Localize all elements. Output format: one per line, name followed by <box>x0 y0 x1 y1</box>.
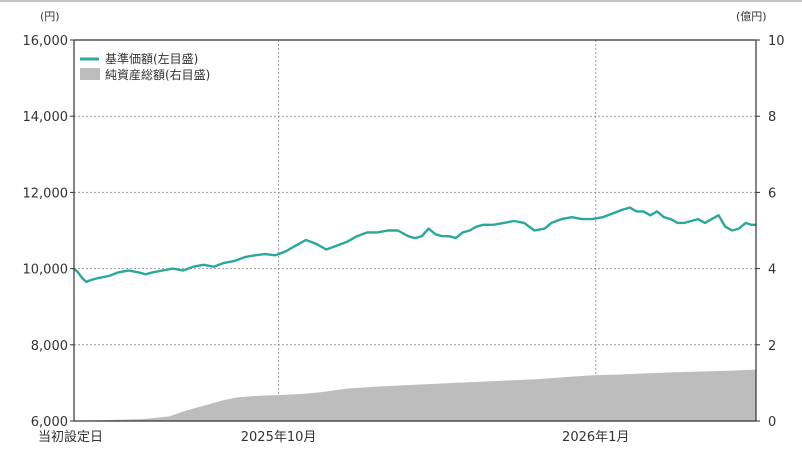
line-layer <box>73 206 756 284</box>
y-right-tick-label: 2 <box>768 339 776 354</box>
legend-swatch-area <box>80 68 100 80</box>
y-right-tick-label: 8 <box>768 110 776 125</box>
y-left-unit: (円) <box>40 10 60 23</box>
y-right-tick-label: 10 <box>768 34 785 49</box>
x-tick-label: 2026年1月 <box>562 430 629 445</box>
y-left-tick-label: 6,000 <box>31 415 68 430</box>
y-left-tick-label: 8,000 <box>31 339 68 354</box>
legend-label-assets: 純資産総額(右目盛) <box>105 67 210 82</box>
legend-layer: 基準価額(左目盛)純資産総額(右目盛) <box>80 51 210 82</box>
area-net-assets <box>74 369 756 421</box>
y-left-tick-label: 10,000 <box>23 263 69 278</box>
x-tick-label: 2025年10月 <box>241 430 317 445</box>
x-tick-label: 当初設定日 <box>38 429 103 445</box>
legend-label-nav: 基準価額(左目盛) <box>105 51 198 66</box>
y-left-tick-label: 14,000 <box>23 110 69 125</box>
y-right-unit: (億円) <box>736 10 767 23</box>
area-layer <box>74 369 756 421</box>
y-left-tick-label: 16,000 <box>23 34 69 49</box>
y-right-tick-label: 0 <box>768 415 776 430</box>
line-nav <box>73 206 756 284</box>
y-right-tick-label: 4 <box>768 263 776 278</box>
axis-layer: 6,000 8,000 10,000 12,000 14,000 16,000 0 2 4 6 8 1… <box>23 10 785 445</box>
y-right-tick-label: 6 <box>768 186 776 201</box>
y-left-tick-label: 12,000 <box>23 186 69 201</box>
